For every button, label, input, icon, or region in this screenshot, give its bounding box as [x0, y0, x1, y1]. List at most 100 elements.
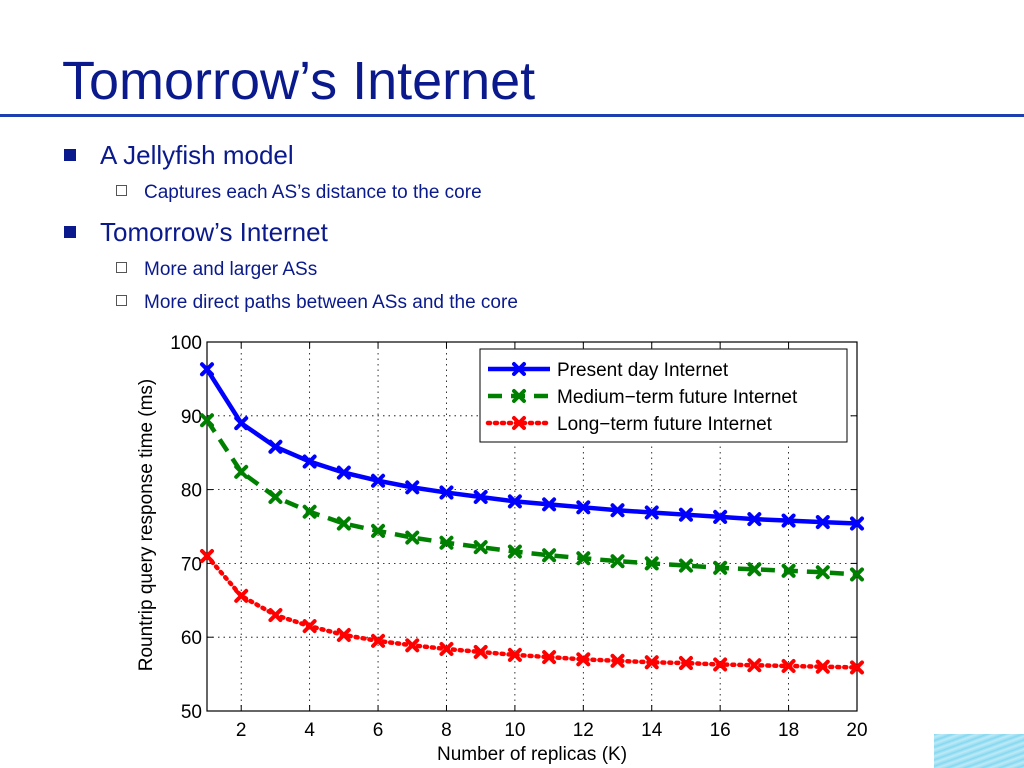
data-point — [507, 494, 522, 509]
data-point — [610, 554, 625, 569]
data-point — [200, 549, 214, 564]
bullet-item: A Jellyfish model — [64, 140, 294, 171]
data-point — [268, 608, 283, 623]
title-underline — [0, 114, 1024, 117]
chart-series — [200, 362, 864, 675]
series-line — [205, 368, 858, 526]
data-point — [850, 567, 864, 582]
plot-frame — [206, 341, 858, 712]
data-point — [747, 658, 762, 673]
x-tick-label: 4 — [304, 720, 315, 741]
data-point — [781, 513, 796, 528]
legend-item: Present day Internet — [488, 360, 729, 381]
x-tick-label: 10 — [504, 720, 525, 741]
data-point — [781, 658, 796, 673]
data-point — [302, 504, 317, 519]
data-point — [678, 656, 693, 671]
data-point — [542, 548, 557, 563]
hollow-square-bullet-icon — [116, 262, 127, 273]
sub-bullet-text: More direct paths between ASs and the co… — [144, 292, 518, 313]
y-tick-label: 60 — [181, 628, 202, 649]
x-tick-label: 14 — [641, 720, 663, 741]
y-tick-label: 100 — [170, 333, 202, 354]
data-point — [713, 509, 728, 524]
x-tick-label: 6 — [373, 720, 384, 741]
data-point — [713, 657, 728, 672]
data-point — [815, 515, 830, 530]
x-tick-label: 18 — [778, 720, 799, 741]
data-point — [302, 619, 317, 634]
sub-bullet-item: More direct paths between ASs and the co… — [116, 292, 518, 314]
series-line — [205, 418, 858, 577]
data-point — [815, 659, 830, 674]
data-point — [576, 500, 591, 515]
y-tick-label: 50 — [181, 702, 202, 723]
data-point — [234, 416, 249, 431]
sub-bullet-text: Captures each AS’s distance to the core — [144, 182, 482, 203]
legend-item: Long−term future Internet — [485, 414, 773, 435]
data-point — [268, 489, 283, 504]
data-point — [542, 497, 557, 512]
data-point — [473, 489, 488, 504]
legend-label: Medium−term future Internet — [557, 387, 798, 408]
series-3 — [200, 549, 864, 675]
legend-marker — [512, 416, 526, 430]
data-point — [405, 638, 420, 653]
data-point — [678, 558, 693, 573]
hollow-square-bullet-icon — [116, 185, 127, 196]
data-point — [576, 652, 591, 667]
hollow-square-bullet-icon — [116, 295, 127, 306]
square-bullet-icon — [64, 149, 76, 161]
chart-ticks: 2 4 6 8 10 12 14 16 18 20 50 60 70 80 90 100 — [170, 333, 867, 741]
data-point — [336, 465, 351, 480]
x-tick-label: 20 — [846, 720, 867, 741]
data-point — [371, 633, 386, 648]
data-point — [747, 562, 762, 577]
y-tick-label: 70 — [181, 554, 202, 575]
y-tick-label: 80 — [181, 481, 202, 502]
series-line — [204, 553, 860, 670]
data-point — [850, 516, 864, 531]
data-point — [678, 507, 693, 522]
data-point — [610, 503, 625, 518]
data-point — [200, 413, 214, 428]
data-point — [268, 439, 283, 454]
legend-marker — [512, 389, 526, 403]
legend-label: Present day Internet — [557, 360, 729, 381]
data-point — [371, 523, 386, 538]
sub-bullet-item: Captures each AS’s distance to the core — [116, 182, 482, 204]
data-point — [234, 588, 249, 603]
data-point — [336, 516, 351, 531]
y-tick-label: 90 — [181, 407, 202, 428]
sub-bullet-item: More and larger ASs — [116, 259, 317, 281]
data-point — [507, 647, 522, 662]
legend-item: Medium−term future Internet — [488, 387, 798, 408]
legend-label: Long−term future Internet — [557, 414, 773, 435]
data-point — [336, 627, 351, 642]
data-point — [610, 653, 625, 668]
slide-title: Tomorrow’s Internet — [62, 51, 536, 111]
data-point — [439, 485, 454, 500]
data-point — [507, 544, 522, 559]
data-point — [576, 551, 591, 566]
data-point — [644, 505, 659, 520]
data-point — [815, 565, 830, 580]
y-axis-label: Rountrip query response time (ms) — [136, 379, 157, 672]
bullet-text: A Jellyfish model — [100, 140, 294, 170]
bullet-item: Tomorrow’s Internet — [64, 217, 328, 248]
data-point — [473, 540, 488, 555]
x-axis-label: Number of replicas (K) — [437, 744, 627, 765]
data-point — [200, 362, 214, 377]
x-tick-label: 12 — [573, 720, 594, 741]
corner-wave-decoration — [934, 734, 1024, 768]
data-point — [302, 454, 317, 469]
data-point — [234, 464, 249, 479]
data-point — [439, 642, 454, 657]
data-point — [781, 563, 796, 578]
x-tick-label: 16 — [710, 720, 731, 741]
data-point — [371, 473, 386, 488]
data-point — [644, 556, 659, 571]
data-point — [473, 644, 488, 659]
data-point — [713, 560, 728, 575]
